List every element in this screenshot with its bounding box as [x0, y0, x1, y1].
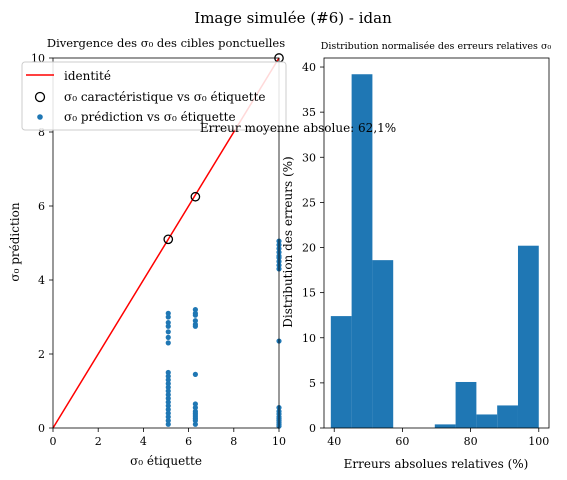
scatter-y-tick-label: 6: [38, 200, 45, 213]
histogram-bar: [476, 414, 498, 428]
scatter-x-tick-label: 2: [95, 435, 102, 448]
characteristic-point: [163, 234, 174, 245]
histogram-frame: [323, 57, 550, 429]
histogram-bar: [497, 405, 518, 428]
histogram-y-tick-label: 20: [302, 242, 316, 255]
prediction-point: [165, 392, 171, 398]
legend-identity-label: identité: [64, 69, 111, 83]
scatter-y-tick-label: 4: [38, 274, 45, 287]
prediction-point: [165, 418, 171, 424]
prediction-point: [192, 323, 198, 329]
prediction-point: [192, 405, 198, 411]
prediction-point: [165, 329, 171, 335]
prediction-point: [192, 318, 198, 324]
prediction-point: [192, 401, 198, 407]
mean-absolute-error-annotation: Erreur moyenne absolue: 62,1%: [200, 121, 396, 135]
scatter-x-axis-label: σ₀ étiquette: [130, 454, 202, 468]
prediction-point: [165, 384, 171, 390]
prediction-point: [165, 410, 171, 416]
histogram-y-tick-label: 35: [302, 106, 316, 119]
histogram-y-tick-label: 15: [302, 287, 316, 300]
prediction-point: [165, 381, 171, 387]
scatter-x-tick-label: 4: [140, 435, 147, 448]
prediction-point: [165, 414, 171, 420]
histogram-x-axis-label: Erreurs absolues relatives (%): [344, 457, 529, 471]
prediction-point: [165, 395, 171, 401]
histogram-y-tick-label: 10: [302, 332, 316, 345]
histogram-bar: [455, 381, 477, 428]
scatter-y-tick-label: 2: [38, 348, 45, 361]
prediction-point: [165, 340, 171, 346]
scatter-legend: identité σ₀ caractéristique vs σ₀ étique…: [21, 61, 287, 131]
figure-suptitle: Image simulée (#6) - idan: [194, 9, 392, 27]
scatter-panel: Divergence des σ₀ des cibles ponctuelles…: [8, 36, 287, 468]
histogram-bar: [330, 316, 352, 428]
scatter-title: Divergence des σ₀ des cibles ponctuelles: [47, 36, 285, 50]
prediction-point: [165, 399, 171, 405]
legend-characteristic-label: σ₀ caractéristique vs σ₀ étiquette: [64, 90, 266, 104]
scatter-y-axis-label: σ₀ prédiction: [8, 202, 22, 281]
prediction-point: [165, 310, 171, 316]
prediction-point: [165, 388, 171, 394]
prediction-point: [165, 319, 171, 326]
histogram-bar: [351, 74, 373, 429]
histogram-y-tick-label: 5: [309, 377, 316, 390]
prediction-point: [192, 371, 198, 377]
histogram-panel: Distribution normalisée des erreurs rela…: [281, 41, 551, 471]
scatter-x-tick-label: 10: [272, 435, 286, 448]
histogram-y-tick-label: 30: [302, 151, 316, 164]
prediction-point: [165, 406, 171, 413]
prediction-point: [165, 323, 171, 329]
prediction-point: [165, 373, 171, 379]
histogram-y-axis-label: Distribution des erreurs (%): [281, 156, 295, 328]
scatter-x-tick-label: 6: [185, 435, 192, 448]
prediction-point: [165, 377, 171, 383]
prediction-point: [192, 307, 198, 313]
legend-prediction-label: σ₀ prédiction vs σ₀ étiquette: [64, 110, 236, 124]
characteristic-point: [190, 191, 201, 202]
histogram-bar: [517, 245, 539, 428]
scatter-x-tick-label: 8: [230, 435, 237, 448]
histogram-bar: [372, 260, 394, 428]
histogram-y-tick-label: 40: [302, 61, 316, 74]
prediction-point: [192, 418, 198, 424]
histogram-x-tick-label: 40: [327, 435, 341, 448]
prediction-point: [165, 334, 171, 340]
histogram-y-tick-label: 25: [302, 196, 316, 209]
scatter-y-tick-label: 8: [38, 126, 45, 139]
scatter-frame: [52, 57, 280, 429]
histogram-title: Distribution normalisée des erreurs rela…: [321, 41, 552, 52]
scatter-y-tick-label: 0: [38, 422, 45, 435]
histogram-x-tick-label: 80: [464, 435, 478, 448]
prediction-point: [165, 314, 171, 320]
prediction-point: [165, 403, 171, 409]
legend-characteristic-swatch: [34, 91, 46, 103]
histogram-bar: [434, 424, 456, 428]
prediction-point: [192, 312, 198, 318]
prediction-point: [165, 421, 171, 427]
prediction-point: [165, 369, 171, 376]
legend-box: [21, 61, 287, 131]
histogram-y-tick-label: 0: [309, 422, 316, 435]
scatter-x-tick-label: 0: [50, 435, 57, 448]
histogram-x-tick-label: 100: [528, 435, 549, 448]
prediction-point: [192, 421, 198, 427]
legend-prediction-swatch: [37, 114, 43, 120]
histogram-x-tick-label: 60: [395, 435, 409, 448]
